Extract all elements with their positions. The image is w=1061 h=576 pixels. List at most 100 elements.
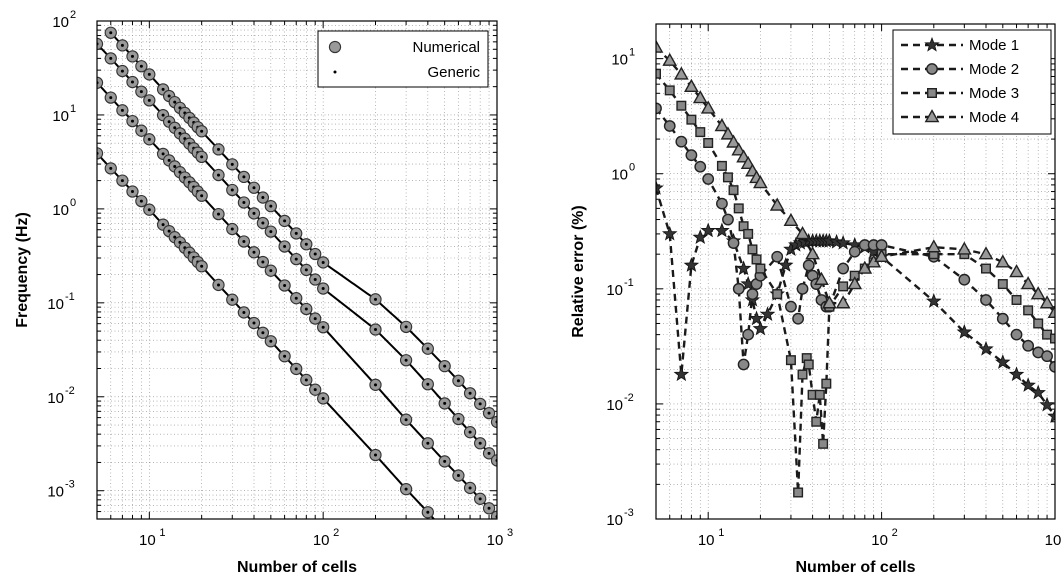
generic-point (321, 396, 325, 400)
y-tick-label: 10 (47, 484, 64, 501)
square-marker (997, 279, 1008, 290)
circle-marker (785, 300, 797, 313)
square-marker (664, 85, 675, 96)
square-marker (686, 114, 697, 125)
y-tick-exponent: 0 (629, 162, 635, 174)
generic-point (200, 264, 204, 268)
star-marker (1030, 384, 1046, 400)
generic-point (178, 240, 182, 244)
triangle-marker (926, 239, 942, 253)
legend-box (317, 30, 489, 88)
triangle-marker (656, 39, 664, 53)
legend-triangle-marker (924, 109, 940, 123)
star-marker (673, 366, 690, 382)
circle-marker (996, 312, 1009, 325)
generic-point (261, 331, 265, 335)
x-tick-label: 10 (698, 532, 715, 549)
square-marker (811, 416, 822, 427)
generic-point (269, 204, 273, 208)
circle-marker (980, 294, 992, 306)
circle-marker (656, 102, 662, 115)
generic-point (487, 506, 491, 510)
circle-marker (742, 328, 755, 341)
y-tick-label: 10 (47, 296, 64, 313)
star-marker (956, 324, 973, 339)
star-marker (835, 234, 851, 250)
circle-marker (1010, 328, 1023, 341)
x-tick-label: 10 (139, 532, 156, 549)
generic-point (200, 155, 204, 159)
plot-frame (96, 20, 498, 520)
mode-3-curve (97, 37, 497, 467)
generic-point (161, 223, 165, 227)
circle-marker (792, 312, 805, 325)
legend: Mode 1 Mode 2 Mode 3 Mode 4 (892, 29, 1052, 135)
triangle-marker (769, 197, 785, 211)
square-marker (818, 438, 829, 449)
x-tick-label: 10 (487, 532, 504, 549)
generic-point (456, 379, 460, 383)
generic-point (478, 402, 482, 406)
generic-point (230, 188, 234, 192)
y-tick-exponent: 0 (70, 197, 76, 209)
generic-point (242, 310, 246, 314)
square-marker (728, 185, 739, 196)
generic-point (269, 269, 273, 273)
generic-point (313, 278, 317, 282)
star-marker (1039, 396, 1055, 412)
generic-point (294, 296, 298, 300)
generic-point (242, 239, 246, 243)
star-marker (683, 257, 700, 272)
triangle-marker (714, 118, 730, 132)
generic-point (109, 31, 113, 35)
generic-point (161, 113, 165, 117)
generic-point (252, 186, 256, 190)
legend-star-marker (924, 36, 940, 52)
circle-marker (685, 149, 698, 162)
square-marker (722, 172, 733, 183)
triangle-marker (956, 241, 972, 255)
generic-point (173, 164, 177, 168)
square-marker (695, 127, 706, 138)
generic-point (304, 268, 308, 272)
triangle-marker (874, 248, 889, 262)
generic-point (269, 339, 273, 343)
triangle-marker (1020, 276, 1036, 290)
generic-point (426, 382, 430, 386)
generic-point (120, 179, 124, 183)
generic-point (283, 354, 287, 358)
circle-marker (796, 282, 809, 295)
triangle-marker (1039, 295, 1055, 309)
star-marker (714, 222, 730, 238)
generic-point (173, 235, 177, 239)
circle-marker (1041, 350, 1053, 363)
square-marker (803, 359, 814, 370)
generic-point (120, 108, 124, 112)
generic-point (456, 474, 460, 478)
generic-point (217, 147, 221, 151)
generic-point (230, 298, 234, 302)
triangle-marker (684, 78, 699, 92)
generic-point (304, 242, 308, 246)
triangle-marker (726, 134, 741, 148)
triangle-marker (753, 175, 768, 189)
generic-point (261, 260, 265, 264)
generic-point (230, 162, 234, 166)
square-marker (743, 228, 754, 239)
y-tick-exponent: -2 (624, 392, 634, 404)
star-marker (700, 222, 716, 238)
star-marker (759, 306, 776, 321)
generic-point (443, 401, 447, 405)
circle-marker (694, 160, 707, 173)
square-marker (755, 263, 766, 274)
square-marker (814, 389, 825, 400)
square-marker (747, 244, 758, 255)
square-marker (797, 369, 808, 380)
legend-label-numerical: Numerical (412, 39, 480, 56)
generic-point (283, 244, 287, 248)
